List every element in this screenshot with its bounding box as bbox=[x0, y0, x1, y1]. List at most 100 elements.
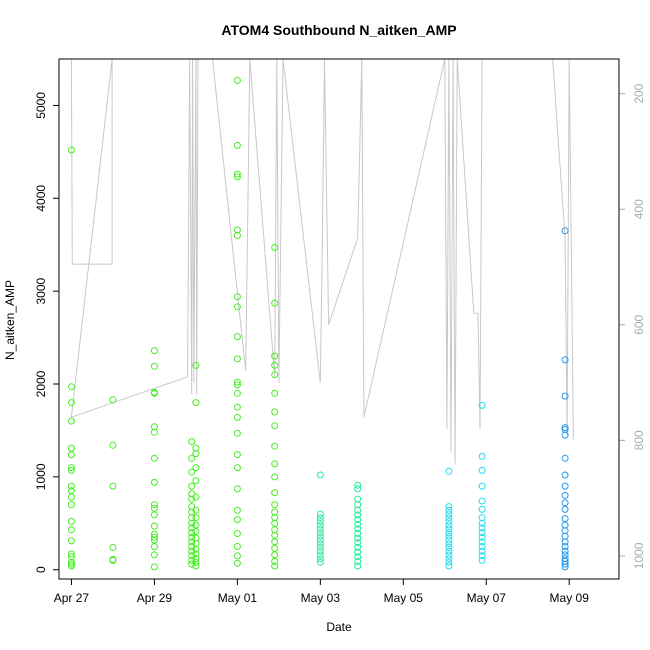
data-point bbox=[233, 381, 241, 389]
data-point bbox=[271, 501, 279, 509]
data-point bbox=[561, 227, 569, 235]
data-point bbox=[561, 471, 569, 479]
chart-title: ATOM4 Southbound N_aitken_AMP bbox=[221, 22, 456, 38]
data-point bbox=[233, 303, 241, 311]
data-point bbox=[445, 551, 453, 559]
data-point bbox=[445, 514, 453, 522]
data-point bbox=[445, 510, 453, 518]
data-point bbox=[445, 503, 453, 511]
data-point bbox=[233, 485, 241, 493]
data-point bbox=[316, 532, 324, 540]
data-point bbox=[271, 489, 279, 497]
data-point bbox=[561, 454, 569, 462]
data-point bbox=[445, 532, 453, 540]
data-point bbox=[150, 511, 158, 519]
data-point bbox=[67, 560, 75, 568]
data-point bbox=[233, 141, 241, 149]
data-point bbox=[354, 562, 362, 570]
data-point bbox=[354, 530, 362, 537]
data-point bbox=[67, 466, 75, 474]
data-point bbox=[271, 442, 279, 450]
altitude-line-layer bbox=[70, 58, 574, 464]
data-point bbox=[561, 515, 569, 523]
data-point bbox=[354, 557, 362, 565]
data-point bbox=[478, 547, 486, 555]
data-point bbox=[192, 450, 200, 458]
data-point bbox=[445, 529, 453, 537]
y-tick-label: 1000 bbox=[34, 463, 48, 490]
data-point bbox=[561, 560, 569, 568]
data-point bbox=[109, 441, 117, 449]
x-tick-label: May 09 bbox=[550, 591, 590, 605]
data-point bbox=[316, 471, 324, 479]
data-point bbox=[316, 540, 324, 548]
data-point bbox=[192, 555, 200, 563]
data-point bbox=[561, 356, 569, 364]
data-point bbox=[233, 413, 241, 421]
data-point bbox=[67, 451, 75, 459]
data-point bbox=[192, 558, 200, 566]
data-point bbox=[271, 526, 279, 534]
data-point bbox=[561, 424, 569, 432]
data-point bbox=[478, 519, 486, 527]
data-point bbox=[188, 482, 196, 490]
data-point bbox=[192, 477, 200, 485]
data-point bbox=[478, 538, 486, 546]
data-point bbox=[271, 422, 279, 430]
data-point bbox=[188, 438, 196, 446]
altitude-line bbox=[70, 58, 574, 464]
data-point bbox=[188, 556, 196, 564]
data-point bbox=[192, 399, 200, 407]
data-point bbox=[354, 516, 362, 524]
data-point bbox=[67, 146, 75, 154]
data-point bbox=[233, 552, 241, 560]
x-tick-label: May 01 bbox=[218, 591, 258, 605]
data-point bbox=[271, 408, 279, 416]
data-point bbox=[233, 389, 241, 397]
data-point bbox=[354, 548, 362, 556]
data-point bbox=[233, 403, 241, 411]
data-point bbox=[478, 524, 486, 532]
data-point bbox=[271, 557, 279, 565]
plot-frame bbox=[58, 58, 620, 580]
right-tick-label: 800 bbox=[632, 430, 646, 450]
data-point bbox=[233, 378, 241, 386]
data-point bbox=[67, 482, 75, 490]
y-tick-label: 4000 bbox=[34, 185, 48, 212]
data-point bbox=[445, 547, 453, 555]
data-point bbox=[67, 493, 75, 501]
data-point bbox=[150, 522, 158, 530]
data-point bbox=[188, 533, 196, 541]
data-point bbox=[354, 543, 362, 551]
data-point bbox=[316, 551, 324, 559]
data-point bbox=[188, 495, 196, 503]
y-tick-label: 2000 bbox=[34, 370, 48, 397]
data-point bbox=[478, 497, 486, 505]
data-point bbox=[150, 533, 158, 541]
data-point bbox=[478, 452, 486, 460]
y-tick-label: 5000 bbox=[34, 92, 48, 119]
data-point bbox=[445, 521, 453, 529]
data-point bbox=[478, 482, 486, 490]
y-tick-label: 0 bbox=[34, 566, 48, 573]
data-point bbox=[561, 538, 569, 546]
data-point bbox=[150, 551, 158, 559]
data-point bbox=[561, 392, 569, 400]
data-point bbox=[354, 481, 362, 489]
data-point bbox=[354, 553, 362, 561]
data-point bbox=[150, 478, 158, 486]
data-point bbox=[445, 467, 453, 475]
data-point bbox=[233, 293, 241, 301]
data-point bbox=[188, 503, 196, 511]
data-point bbox=[150, 501, 158, 509]
data-point bbox=[445, 543, 453, 551]
data-point bbox=[233, 506, 241, 514]
data-points-layer bbox=[67, 76, 569, 571]
data-point bbox=[271, 538, 279, 546]
data-point bbox=[354, 485, 362, 493]
data-point bbox=[316, 514, 324, 522]
data-point bbox=[192, 506, 200, 514]
y-tick-label: 3000 bbox=[34, 277, 48, 304]
data-point bbox=[188, 529, 196, 537]
data-point bbox=[67, 562, 75, 570]
